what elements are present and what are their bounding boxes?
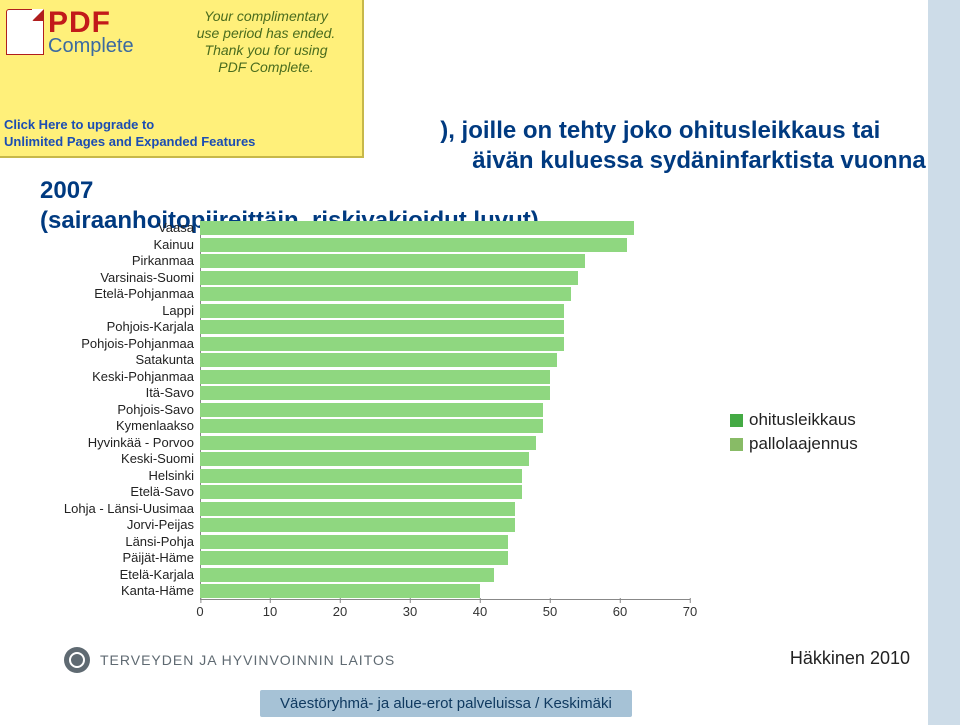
- category-label: Hyvinkää - Porvoo: [30, 435, 194, 452]
- bar: [200, 287, 571, 301]
- category-label: Keski-Suomi: [30, 451, 194, 468]
- bar: [200, 304, 564, 318]
- pdf-logo-text: PDF: [48, 8, 134, 38]
- bar: [200, 271, 578, 285]
- side-strip: [928, 0, 960, 725]
- bar-row: Etelä-Savo: [30, 484, 900, 501]
- x-tick: 50: [543, 604, 557, 619]
- slide-title: XXXXXXXXXXXXXXXXXXXXXXXXX), joille on te…: [40, 116, 930, 236]
- x-tick: 70: [683, 604, 697, 619]
- category-label: Etelä-Savo: [30, 484, 194, 501]
- category-label: Pohjois-Karjala: [30, 319, 194, 336]
- legend-item: pallolaajennus: [730, 434, 858, 454]
- bar: [200, 535, 508, 549]
- category-label: Länsi-Pohja: [30, 534, 194, 551]
- pdf-page-icon: [6, 9, 44, 55]
- bar-row: Itä-Savo: [30, 385, 900, 402]
- bar: [200, 469, 522, 483]
- bar-row: Etelä-Pohjanmaa: [30, 286, 900, 303]
- bar-row: Länsi-Pohja: [30, 534, 900, 551]
- x-tick: 0: [196, 604, 203, 619]
- bar-row: Lappi: [30, 303, 900, 320]
- bar-row: Helsinki: [30, 468, 900, 485]
- bar: [200, 568, 494, 582]
- bar: [200, 551, 508, 565]
- bar-row: Pirkanmaa: [30, 253, 900, 270]
- bar: [200, 353, 557, 367]
- legend-label: pallolaajennus: [749, 434, 858, 454]
- category-label: Vaasa: [30, 220, 194, 237]
- pdf-blurb: Your complimentary use period has ended.…: [176, 8, 356, 76]
- category-label: Lohja - Länsi-Uusimaa: [30, 501, 194, 518]
- category-label: Pohjois-Savo: [30, 402, 194, 419]
- pdf-complete-logo: PDF Complete: [6, 8, 134, 56]
- bar: [200, 436, 536, 450]
- bar-row: Pohjois-Karjala: [30, 319, 900, 336]
- bar-row: Satakunta: [30, 352, 900, 369]
- pdf-blurb-l4: PDF Complete.: [176, 59, 356, 76]
- bar-chart: 0 10 20 30 40 50 60 70 VaasaKainuuPirkanmaaVars…: [30, 220, 900, 640]
- pdf-blurb-l3: Thank you for using: [176, 42, 356, 59]
- bar: [200, 221, 634, 235]
- x-tick: 60: [613, 604, 627, 619]
- category-label: Kainuu: [30, 237, 194, 254]
- category-label: Varsinais-Suomi: [30, 270, 194, 287]
- bar-row: Etelä-Karjala: [30, 567, 900, 584]
- pdf-blurb-l2: use period has ended.: [176, 25, 356, 42]
- category-label: Etelä-Pohjanmaa: [30, 286, 194, 303]
- bar: [200, 502, 515, 516]
- legend: ohitusleikkaus pallolaajennus: [730, 410, 858, 458]
- thl-icon: [64, 647, 90, 673]
- bar: [200, 518, 515, 532]
- category-label: Jorvi-Peijas: [30, 517, 194, 534]
- bar-row: Pohjois-Pohjanmaa: [30, 336, 900, 353]
- x-tick: 10: [263, 604, 277, 619]
- bar-row: Varsinais-Suomi: [30, 270, 900, 287]
- legend-item: ohitusleikkaus: [730, 410, 858, 430]
- bar: [200, 452, 529, 466]
- category-label: Itä-Savo: [30, 385, 194, 402]
- bar: [200, 485, 522, 499]
- bar: [200, 386, 550, 400]
- footer-bar: Väestöryhmä- ja alue-erot palveluissa / …: [260, 690, 632, 717]
- category-label: Etelä-Karjala: [30, 567, 194, 584]
- bar: [200, 337, 564, 351]
- bar-row: Kainuu: [30, 237, 900, 254]
- category-label: Kymenlaakso: [30, 418, 194, 435]
- bar-row: Keski-Pohjanmaa: [30, 369, 900, 386]
- x-tick: 30: [403, 604, 417, 619]
- category-label: Kanta-Häme: [30, 583, 194, 600]
- pdf-blurb-l1: Your complimentary: [176, 8, 356, 25]
- legend-swatch: [730, 438, 743, 451]
- category-label: Päijät-Häme: [30, 550, 194, 567]
- title-l1: ), joille on tehty joko ohitusleikkaus t…: [440, 117, 880, 144]
- bar: [200, 238, 627, 252]
- x-ticks: 010203040506070: [200, 604, 690, 624]
- category-label: Lappi: [30, 303, 194, 320]
- bar: [200, 419, 543, 433]
- thl-logo-block: TERVEYDEN JA HYVINVOINNIN LAITOS: [64, 647, 395, 673]
- bar-row: Päijät-Häme: [30, 550, 900, 567]
- bar: [200, 403, 543, 417]
- source-citation: Häkkinen 2010: [790, 648, 910, 669]
- bar: [200, 370, 550, 384]
- bar-row: Jorvi-Peijas: [30, 517, 900, 534]
- legend-swatch: [730, 414, 743, 427]
- bar-row: Kanta-Häme: [30, 583, 900, 600]
- category-label: Pirkanmaa: [30, 253, 194, 270]
- bar-row: Lohja - Länsi-Uusimaa: [30, 501, 900, 518]
- category-label: Pohjois-Pohjanmaa: [30, 336, 194, 353]
- bar-row: Vaasa: [30, 220, 900, 237]
- thl-text: TERVEYDEN JA HYVINVOINNIN LAITOS: [100, 652, 395, 668]
- x-tick: 20: [333, 604, 347, 619]
- category-label: Satakunta: [30, 352, 194, 369]
- bar: [200, 584, 480, 598]
- legend-label: ohitusleikkaus: [749, 410, 856, 430]
- bar: [200, 320, 564, 334]
- category-label: Helsinki: [30, 468, 194, 485]
- x-tick: 40: [473, 604, 487, 619]
- category-label: Keski-Pohjanmaa: [30, 369, 194, 386]
- bar: [200, 254, 585, 268]
- pdf-complete-text: Complete: [48, 36, 134, 56]
